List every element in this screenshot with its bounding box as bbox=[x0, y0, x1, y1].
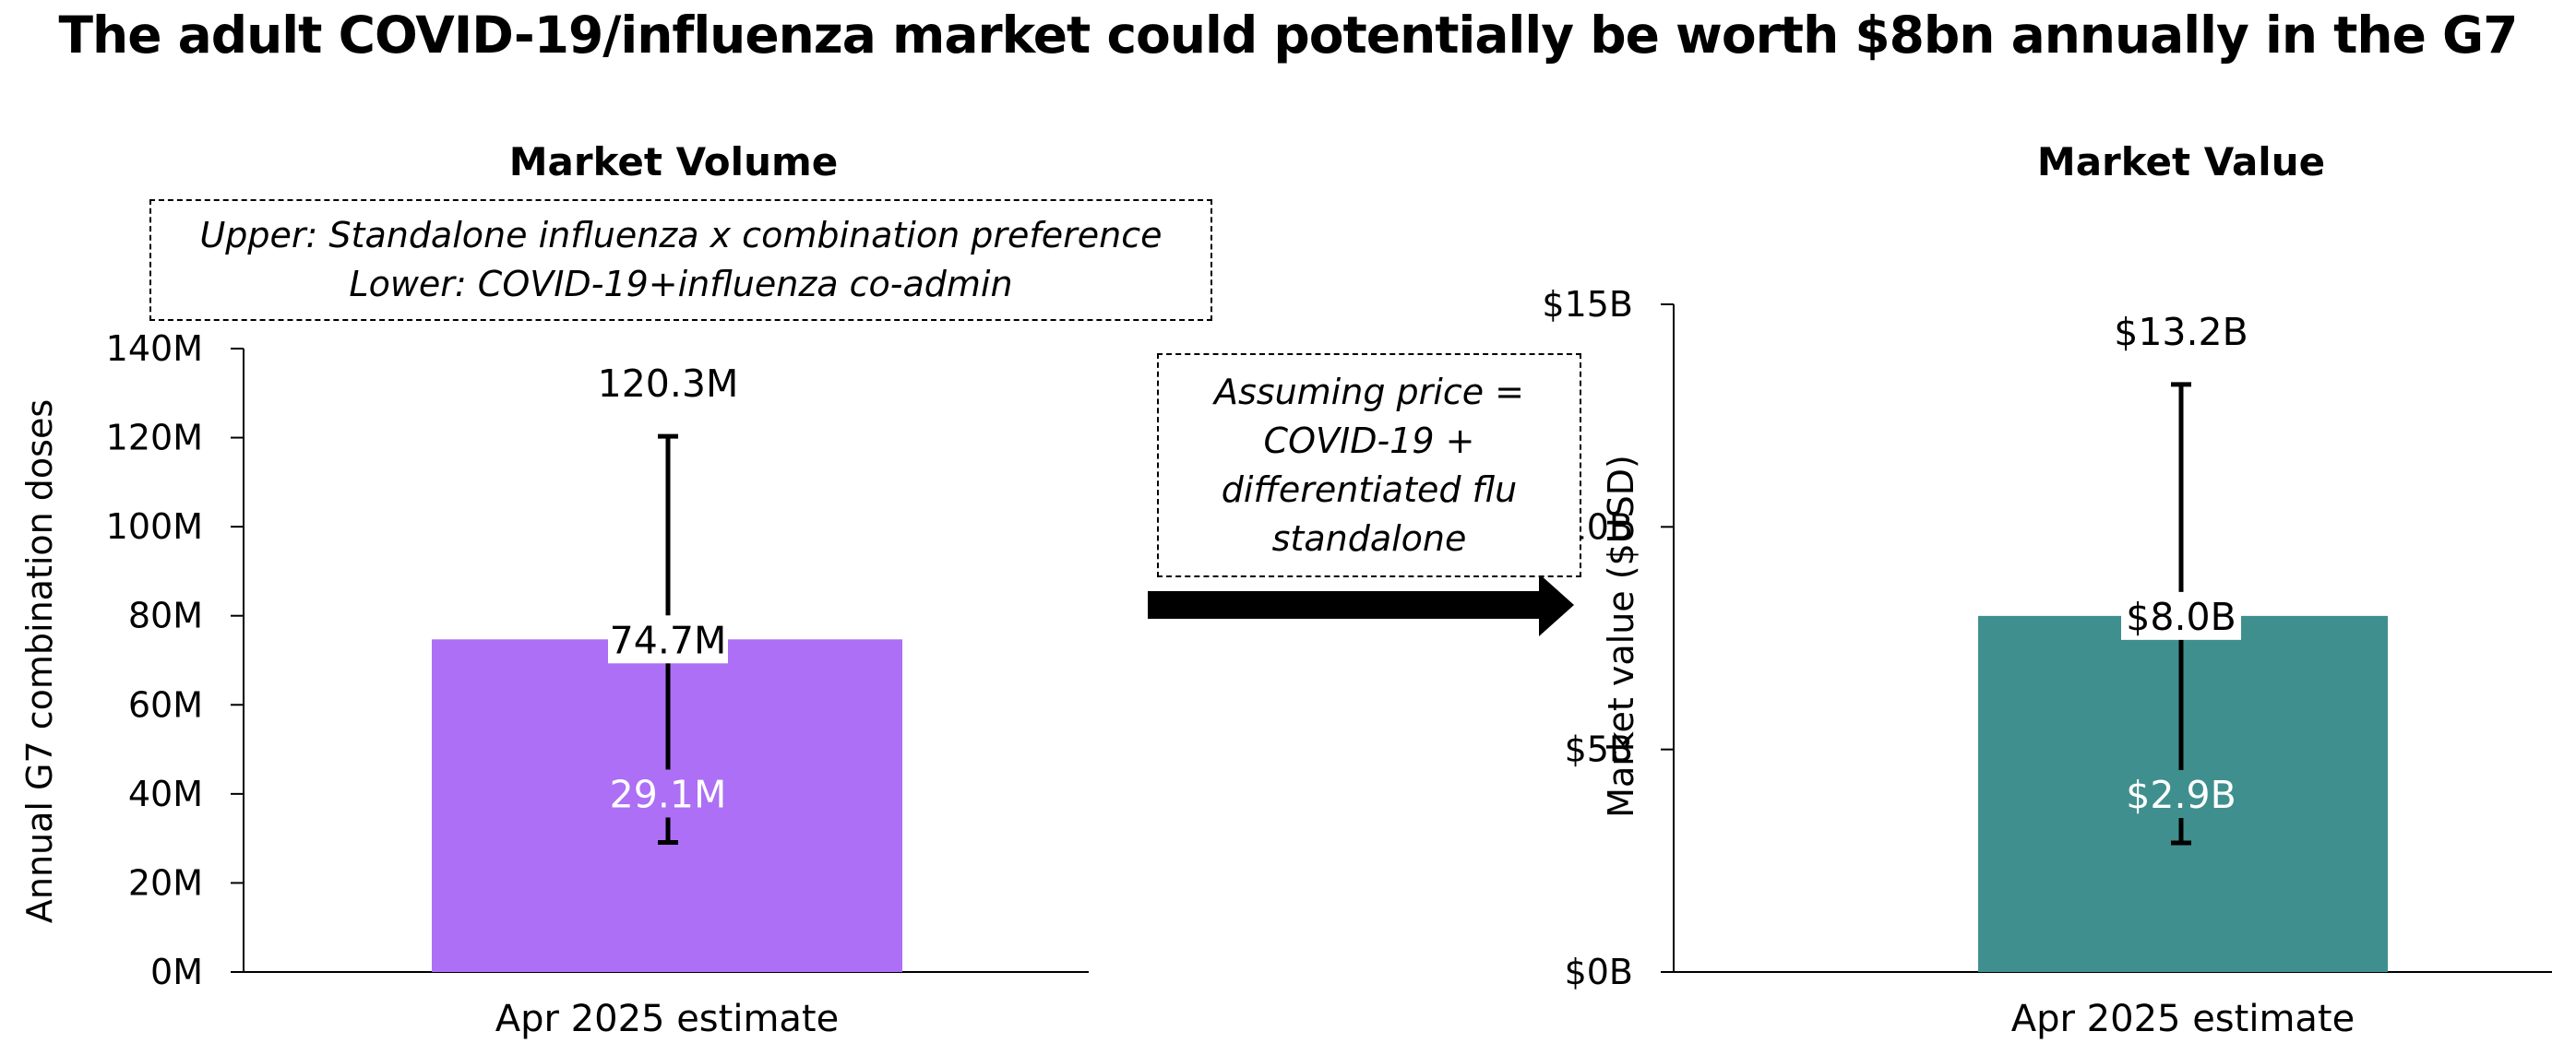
volume-annotation-upper: Upper: Standalone influenza x combinatio… bbox=[199, 215, 1163, 255]
price-assumption-line: Assuming price = bbox=[1213, 371, 1525, 412]
volume-upper-data-label: 120.3M bbox=[598, 362, 739, 406]
volume-y-axis-title: Annual G7 combination doses bbox=[19, 399, 60, 923]
value-lower-data-label-bg bbox=[2121, 770, 2241, 819]
volume-y-tick-label: 140M bbox=[106, 328, 203, 369]
volume-annotation-lower: Lower: COVID-19+influenza co-admin bbox=[349, 264, 1013, 304]
value-x-category-label: Apr 2025 estimate bbox=[2011, 998, 2355, 1040]
volume-x-category-label: Apr 2025 estimate bbox=[495, 998, 839, 1040]
value-y-tick-label: $15B bbox=[1542, 284, 1633, 325]
connector-arrow-shaft bbox=[1148, 591, 1541, 619]
price-assumption-box: Assuming price = COVID-19 + differentiat… bbox=[1157, 353, 1581, 577]
volume-y-tick-label: 20M bbox=[128, 862, 203, 903]
value-chart-title: Market Value bbox=[2037, 139, 2325, 184]
volume-y-tick-label: 80M bbox=[128, 596, 203, 636]
value-lower-data-label: $2.9B bbox=[2126, 773, 2236, 817]
price-assumption-line: COVID-19 + bbox=[1263, 420, 1475, 461]
value-value-data-label-bg bbox=[2121, 591, 2241, 640]
volume-y-tick-label: 60M bbox=[128, 684, 203, 725]
connector-arrow-head bbox=[1539, 574, 1574, 636]
page-title: The adult COVID-19/influenza market coul… bbox=[58, 6, 2519, 65]
price-assumption-line: differentiated flu bbox=[1221, 468, 1518, 510]
volume-y-tick-label: 120M bbox=[106, 418, 203, 458]
volume-annotation-box: Upper: Standalone influenza x combinatio… bbox=[149, 199, 1212, 321]
price-assumption-line: standalone bbox=[1271, 517, 1467, 559]
value-value-data-label: $8.0B bbox=[2126, 595, 2236, 639]
volume-lower-data-label: 29.1M bbox=[610, 772, 727, 816]
value-y-tick-label: $5B bbox=[1565, 729, 1633, 770]
volume-y-tick-label: 40M bbox=[128, 774, 203, 814]
value-upper-data-label: $13.2B bbox=[2114, 310, 2248, 354]
value-y-axis-title: Market value ($USD) bbox=[1601, 455, 1641, 818]
volume-value-data-label-bg bbox=[608, 615, 728, 664]
volume-chart-title: Market Volume bbox=[509, 139, 838, 184]
value-y-tick-label: $0B bbox=[1565, 952, 1633, 992]
volume-y-tick-label: 0M bbox=[150, 952, 203, 992]
volume-lower-data-label-bg bbox=[608, 769, 728, 818]
volume-value-data-label: 74.7M bbox=[610, 618, 727, 662]
volume-y-tick-label: 100M bbox=[106, 506, 203, 547]
